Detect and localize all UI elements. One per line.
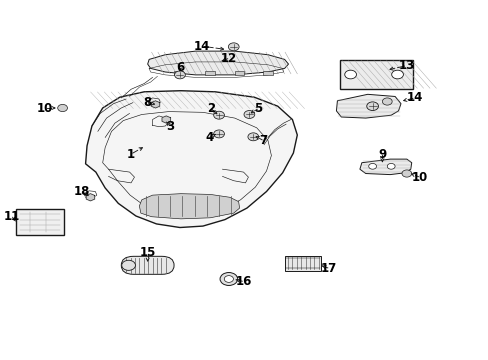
Text: 10: 10 <box>37 102 53 114</box>
Bar <box>339 60 412 89</box>
Bar <box>173 71 183 75</box>
Circle shape <box>247 133 258 141</box>
Text: 14: 14 <box>406 91 422 104</box>
Text: 6: 6 <box>176 61 183 74</box>
Text: 10: 10 <box>410 171 427 184</box>
Polygon shape <box>86 194 95 201</box>
Bar <box>205 71 215 75</box>
Text: 4: 4 <box>205 131 213 144</box>
Circle shape <box>382 98 391 105</box>
Polygon shape <box>359 159 411 175</box>
Circle shape <box>174 71 185 79</box>
Text: 16: 16 <box>235 275 251 288</box>
Circle shape <box>344 70 356 79</box>
Text: 15: 15 <box>139 246 156 259</box>
Text: 17: 17 <box>320 262 336 275</box>
Circle shape <box>391 70 403 79</box>
Circle shape <box>122 260 135 270</box>
Circle shape <box>213 111 224 119</box>
Circle shape <box>228 43 239 51</box>
Text: 13: 13 <box>398 59 414 72</box>
Text: 2: 2 <box>207 102 215 115</box>
Bar <box>234 71 244 75</box>
Polygon shape <box>162 116 170 123</box>
Circle shape <box>401 170 411 177</box>
Text: 3: 3 <box>166 120 174 132</box>
Text: 11: 11 <box>4 210 20 223</box>
Circle shape <box>244 111 254 118</box>
Circle shape <box>224 276 233 282</box>
Bar <box>16 209 63 235</box>
Text: 9: 9 <box>378 148 386 161</box>
Text: 8: 8 <box>143 96 151 109</box>
Polygon shape <box>147 51 288 75</box>
Bar <box>284 256 321 271</box>
Polygon shape <box>85 91 297 228</box>
Circle shape <box>220 273 237 285</box>
Circle shape <box>213 130 224 138</box>
Circle shape <box>386 163 394 169</box>
Polygon shape <box>336 94 400 118</box>
Text: 14: 14 <box>193 40 209 53</box>
FancyBboxPatch shape <box>121 256 174 274</box>
Polygon shape <box>139 194 239 219</box>
Polygon shape <box>151 101 160 108</box>
Text: 5: 5 <box>254 102 262 115</box>
Bar <box>263 71 272 75</box>
Text: 18: 18 <box>74 185 90 198</box>
Circle shape <box>368 163 376 169</box>
Text: 7: 7 <box>259 134 266 147</box>
Circle shape <box>58 104 67 112</box>
Text: 1: 1 <box>127 148 135 161</box>
Text: 12: 12 <box>220 52 237 65</box>
Circle shape <box>366 102 378 111</box>
